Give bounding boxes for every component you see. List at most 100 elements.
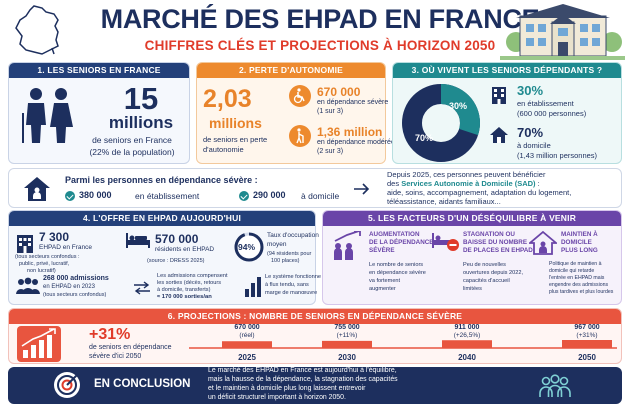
seniors-heading: 1. LES SENIORS EN FRANCE [9,63,189,78]
ehpad-sub-3: non lucratif) [27,268,56,274]
growth-chart-icon [17,326,61,362]
factor-1-desc-1: Le nombre de seniors [369,262,424,268]
people-group-icon [539,374,571,397]
factor-1-desc-3: va fortement [369,278,401,284]
bed-icon [126,233,150,248]
seniors-count: 15 [123,81,159,116]
factor-2-desc-4: limitées [463,286,482,292]
severe-institution-value: 380 000 [79,190,112,200]
outflow-line-2: les sorties (décès, retours [157,280,222,286]
projection-label-1: de seniors en dépendance [89,344,172,351]
residents-count: 570 000 [155,232,199,246]
occupancy-label-2: moyen [267,241,287,248]
projection-bar [562,340,612,348]
factor-2-title-3: DE PLACES EN EHPAD [463,247,533,254]
donut-label-home: 70% [415,133,434,143]
page-subtitle: CHIFFRES CLÉS ET PROJECTIONS À HORIZON 2… [144,38,496,53]
projection-change-label: (réel) [239,332,254,339]
sad-line-1: Depuis 2025, ces personnes peuvent bénéf… [387,170,546,179]
projection-growth: +31% [89,326,131,343]
bar-chart-icon [245,277,261,297]
admissions-count: 268 000 admissions [43,275,109,282]
home-label: à domicile [517,141,551,150]
factor-3-desc-5: plus tardives et plus lourdes [549,289,614,295]
france-map-icon [15,5,59,55]
sad-line-3: aide, soins, accompagnement, adaptation … [387,188,572,197]
offer-heading: 4. L'OFFRE EN EHPAD AUJOURD'HUI [9,211,315,226]
moderate-label: en dépendance modérée [317,139,395,146]
projection-year-label: 2025 [238,353,256,362]
occupancy-sub-2: 100 places) [271,258,300,264]
severe-share: (1 sur 3) [317,108,344,115]
sad-line-4: téléassistance, aidants familiaux... [387,197,501,206]
ehpad-sub-1: (tous secteurs confondus : [15,254,80,260]
rising-dependency-icon [334,231,361,260]
building-icon [492,87,506,104]
projection-bar [442,340,492,348]
tension-line-1: Le système fonctionne [265,274,321,280]
admissions-sub: (tous secteurs confondus) [43,292,107,298]
arrow-right-icon [354,183,370,195]
severe-dependency-card: Parmi les personnes en dépendance sévère… [8,168,622,208]
factor-2-desc-3: capacités d'accueil [463,278,510,284]
factor-3-title-3: PLUS LONG [561,247,598,254]
residents-source: (source : DRESS 2025) [147,258,205,264]
autonomy-label-1: de seniors en perte [203,135,268,144]
target-icon [54,372,80,398]
home-count: (1,43 million personnes) [517,151,598,160]
factor-3-desc-1: Politique de maintien à [549,261,602,267]
institution-label: en établissement [517,99,574,108]
severe-institution-text: en établissement [135,191,200,201]
residents-label: résidents en EHPAD [155,246,215,253]
autonomy-label-2: d'autonomie [203,145,244,154]
factor-1-desc-2: en dépendance sévère [369,270,426,276]
factor-3-desc-3: l'entrée en EHPAD mais [549,275,605,281]
severe-home-value: 290 000 [253,190,286,200]
conclusion-line-3: et le maintien à domicile plus long lais… [208,385,366,392]
seniors-card: 1. LES SENIORS EN FRANCE 15 millions de … [8,62,190,164]
severe-label: en dépendance sévère [317,99,389,106]
projection-year-label: 2040 [458,353,476,362]
sad-line-2-prefix: des [387,179,402,188]
sad-line-2-suffix: : [535,179,540,188]
home-stay-icon [529,231,557,255]
conclusion-line-4: un déficit structurel important à horizo… [208,394,346,401]
projection-card: 6. PROJECTIONS : NOMBRE DE SENIORS EN DÉ… [8,308,622,364]
factor-3-desc-4: engendre des admissions [549,282,609,288]
factor-1-desc-4: augmenter [369,286,396,292]
autonomy-count: 2,03 [203,85,252,113]
ehpad-label: EHPAD en France [39,244,92,251]
seniors-share: (22% de la population) [89,147,175,157]
projection-change-label: (+31%) [576,332,597,339]
severe-home-label: à domicile [301,191,340,201]
seniors-label: de seniors en France [92,135,172,145]
projection-value-label: 911 000 [455,324,480,331]
projection-bar [322,340,372,348]
offer-card: 4. L'OFFRE EN EHPAD AUJOURD'HUI 7 300 EH… [8,210,321,305]
moderate-share: (2 sur 3) [317,148,344,155]
factor-1-title-1: AUGMENTATION [369,231,420,238]
projection-year-label: 2050 [578,353,596,362]
factor-3-title-2: DOMICILE [561,239,592,246]
projection-change-label: (+26,5%) [454,332,481,339]
wheelchair-icon [289,85,311,107]
elderly-couple-icon [22,88,73,143]
factor-3-desc-2: domicile qui retarde [549,268,595,274]
factor-1-title-2: DE LA DÉPENDANCE [369,239,434,246]
institution-value: 30% [517,83,544,98]
walking-cane-icon [289,125,311,147]
tension-line-3: marge de manœuvre [265,290,318,296]
factor-1-title-3: SÉVÈRE [369,247,395,254]
projection-change-label: (+11%) [337,332,358,339]
exchange-arrows-icon [134,281,150,295]
projection-value-label: 670 000 [234,324,259,331]
projection-year-label: 2030 [338,353,356,362]
tension-line-2: à flux tendu, sans [265,282,309,288]
living-donut-chart [402,84,480,162]
ehpad-icon [17,235,33,253]
factors-card: 5. LES FACTEURS D'UN DÉSÉQUILIBRE À VENI… [322,210,622,305]
factor-2-title-1: STAGNATION OU [463,231,515,238]
outflow-line-1: Les admissions compensent [157,273,228,279]
outflow-line-4: ≈ 170 000 sorties/an [157,294,212,300]
factor-2-title-2: BAISSE DU NOMBRE [463,239,528,246]
